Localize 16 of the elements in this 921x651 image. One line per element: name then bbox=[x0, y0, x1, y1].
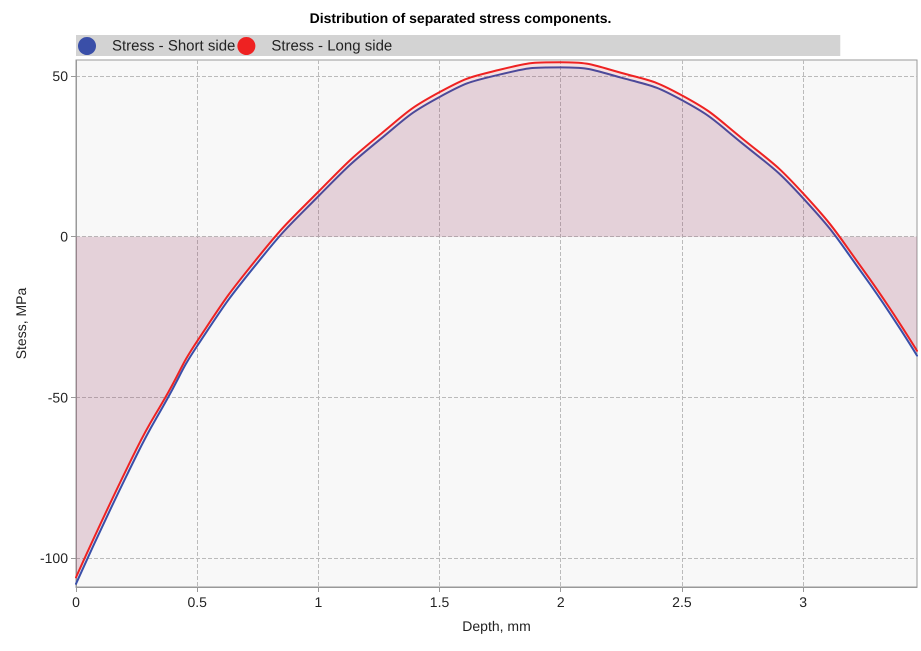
x-tick-label: 1 bbox=[314, 594, 322, 610]
y-tick-label: -50 bbox=[48, 389, 68, 406]
x-tick-label: 0.5 bbox=[187, 594, 208, 610]
y-tick-label: 0 bbox=[60, 228, 68, 245]
legend-label: Stress - Short side bbox=[112, 38, 236, 54]
x-tick-label: 0 bbox=[72, 594, 80, 610]
y-tick-label: 50 bbox=[52, 68, 68, 84]
x-tick-label: 2 bbox=[556, 594, 565, 610]
x-tick-label: 1.5 bbox=[430, 594, 450, 610]
x-axis-title: Depth, mm bbox=[462, 618, 531, 634]
x-tick-label: 3 bbox=[799, 594, 808, 610]
y-axis-title: Stess, MPa bbox=[13, 288, 29, 360]
x-tick-label: 2.5 bbox=[672, 594, 692, 610]
y-tick-label: -100 bbox=[40, 550, 68, 566]
chart-title: Distribution of separated stress components. bbox=[310, 10, 612, 26]
legend-label: Stress - Long side bbox=[271, 38, 392, 54]
